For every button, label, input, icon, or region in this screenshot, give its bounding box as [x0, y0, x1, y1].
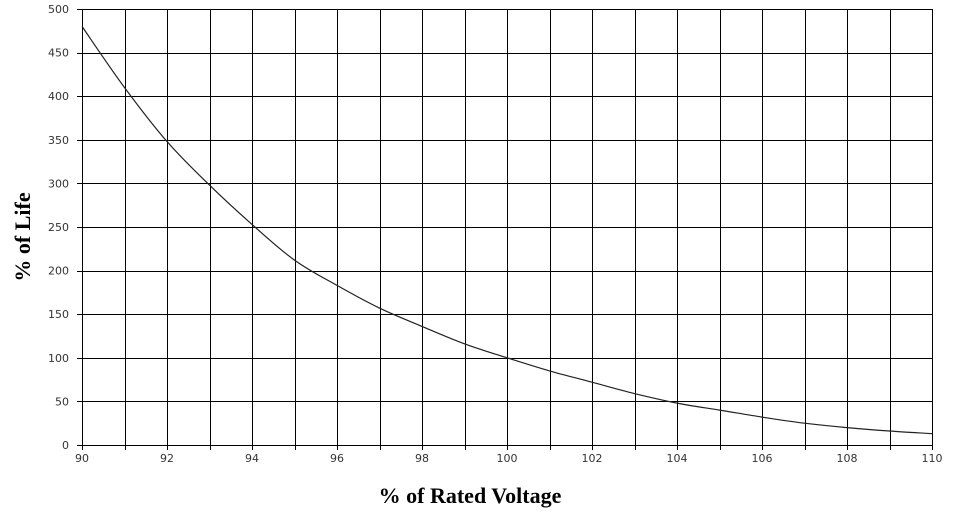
x-tick-label: 96	[330, 452, 344, 465]
y-tick-label: 250	[48, 221, 69, 234]
y-tick-label: 0	[62, 439, 69, 452]
x-tick-label: 108	[837, 452, 858, 465]
x-tick-label: 110	[922, 452, 943, 465]
axis-ticks	[77, 9, 933, 450]
y-axis-title: % of Life	[10, 192, 35, 281]
y-tick-label: 500	[48, 3, 69, 16]
y-tick-label: 400	[48, 90, 69, 103]
grid	[82, 9, 933, 446]
x-tick-label: 102	[582, 452, 603, 465]
y-tick-label: 150	[48, 308, 69, 321]
x-tick-label: 94	[245, 452, 259, 465]
series-layer	[81, 26, 933, 435]
y-tick-label: 300	[48, 177, 69, 190]
x-axis-title: % of Rated Voltage	[379, 483, 562, 508]
y-tick-label: 200	[48, 265, 69, 278]
x-tick-label: 92	[160, 452, 174, 465]
x-tick-label: 104	[667, 452, 688, 465]
y-tick-label: 100	[48, 352, 69, 365]
x-tick-label: 100	[497, 452, 518, 465]
y-tick-label: 350	[48, 134, 69, 147]
tick-labels: 90 92 94 96 98 100 102 104 106 108 110 0 50 100 150 200…	[48, 3, 943, 465]
y-tick-label: 450	[48, 47, 69, 60]
x-tick-label: 90	[75, 452, 89, 465]
x-tick-label: 106	[752, 452, 773, 465]
series-line	[81, 26, 933, 435]
x-tick-label: 98	[415, 452, 429, 465]
y-tick-label: 50	[55, 395, 69, 408]
